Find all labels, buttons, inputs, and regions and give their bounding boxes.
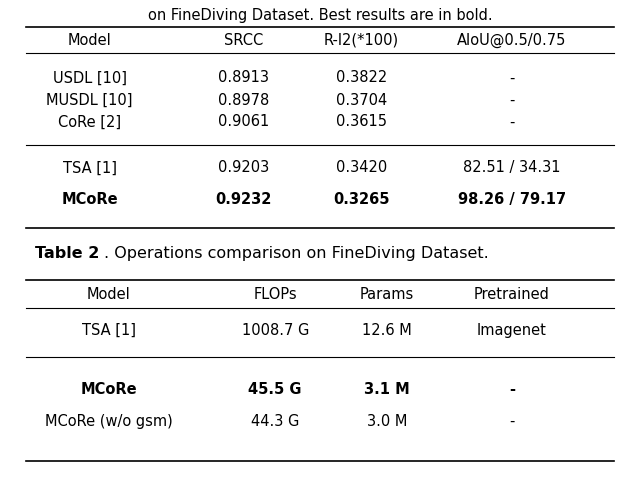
Text: 0.8913: 0.8913: [218, 71, 269, 85]
Text: CoRe [2]: CoRe [2]: [58, 115, 121, 129]
Text: Params: Params: [360, 287, 414, 302]
Text: MUSDL [10]: MUSDL [10]: [46, 93, 133, 107]
Text: AIoU@0.5/0.75: AIoU@0.5/0.75: [458, 32, 566, 48]
Text: 44.3 G: 44.3 G: [251, 414, 300, 428]
Text: . Operations comparison on FineDiving Dataset.: . Operations comparison on FineDiving Da…: [104, 246, 489, 260]
Text: MCoRe (w/o gsm): MCoRe (w/o gsm): [45, 414, 173, 428]
Text: 45.5 G: 45.5 G: [248, 382, 302, 397]
Text: 0.3704: 0.3704: [336, 93, 387, 107]
Text: Model: Model: [87, 287, 131, 302]
Text: 0.3822: 0.3822: [336, 71, 387, 85]
Text: 98.26 / 79.17: 98.26 / 79.17: [458, 193, 566, 207]
Text: 0.3420: 0.3420: [336, 161, 387, 175]
Text: 0.9232: 0.9232: [215, 193, 271, 207]
Text: Table 2: Table 2: [35, 246, 100, 260]
Text: R-l2(*100): R-l2(*100): [324, 33, 399, 47]
Text: 0.9203: 0.9203: [218, 161, 269, 175]
Text: 0.9061: 0.9061: [218, 115, 269, 129]
Text: Pretrained: Pretrained: [474, 287, 550, 302]
Text: 0.3615: 0.3615: [336, 115, 387, 129]
Text: FLOPs: FLOPs: [253, 287, 297, 302]
Text: 3.0 M: 3.0 M: [367, 414, 408, 428]
Text: Model: Model: [68, 33, 111, 47]
Text: -: -: [509, 93, 515, 107]
Text: 1008.7 G: 1008.7 G: [241, 323, 309, 337]
Text: SRCC: SRCC: [223, 33, 263, 47]
Text: 82.51 / 34.31: 82.51 / 34.31: [463, 161, 561, 175]
Text: 0.8978: 0.8978: [218, 93, 269, 107]
Text: 0.3265: 0.3265: [333, 193, 390, 207]
Text: USDL [10]: USDL [10]: [52, 71, 127, 85]
Text: on FineDiving Dataset. Best results are in bold.: on FineDiving Dataset. Best results are …: [148, 8, 492, 23]
Text: TSA [1]: TSA [1]: [63, 161, 116, 175]
Text: 3.1 M: 3.1 M: [364, 382, 410, 397]
Text: MCoRe: MCoRe: [61, 193, 118, 207]
Text: -: -: [509, 414, 515, 428]
Text: TSA [1]: TSA [1]: [82, 323, 136, 337]
Text: 12.6 M: 12.6 M: [362, 323, 412, 337]
Text: Imagenet: Imagenet: [477, 323, 547, 337]
Text: MCoRe: MCoRe: [81, 382, 137, 397]
Text: -: -: [509, 115, 515, 129]
Text: -: -: [509, 382, 515, 397]
Text: -: -: [509, 71, 515, 85]
